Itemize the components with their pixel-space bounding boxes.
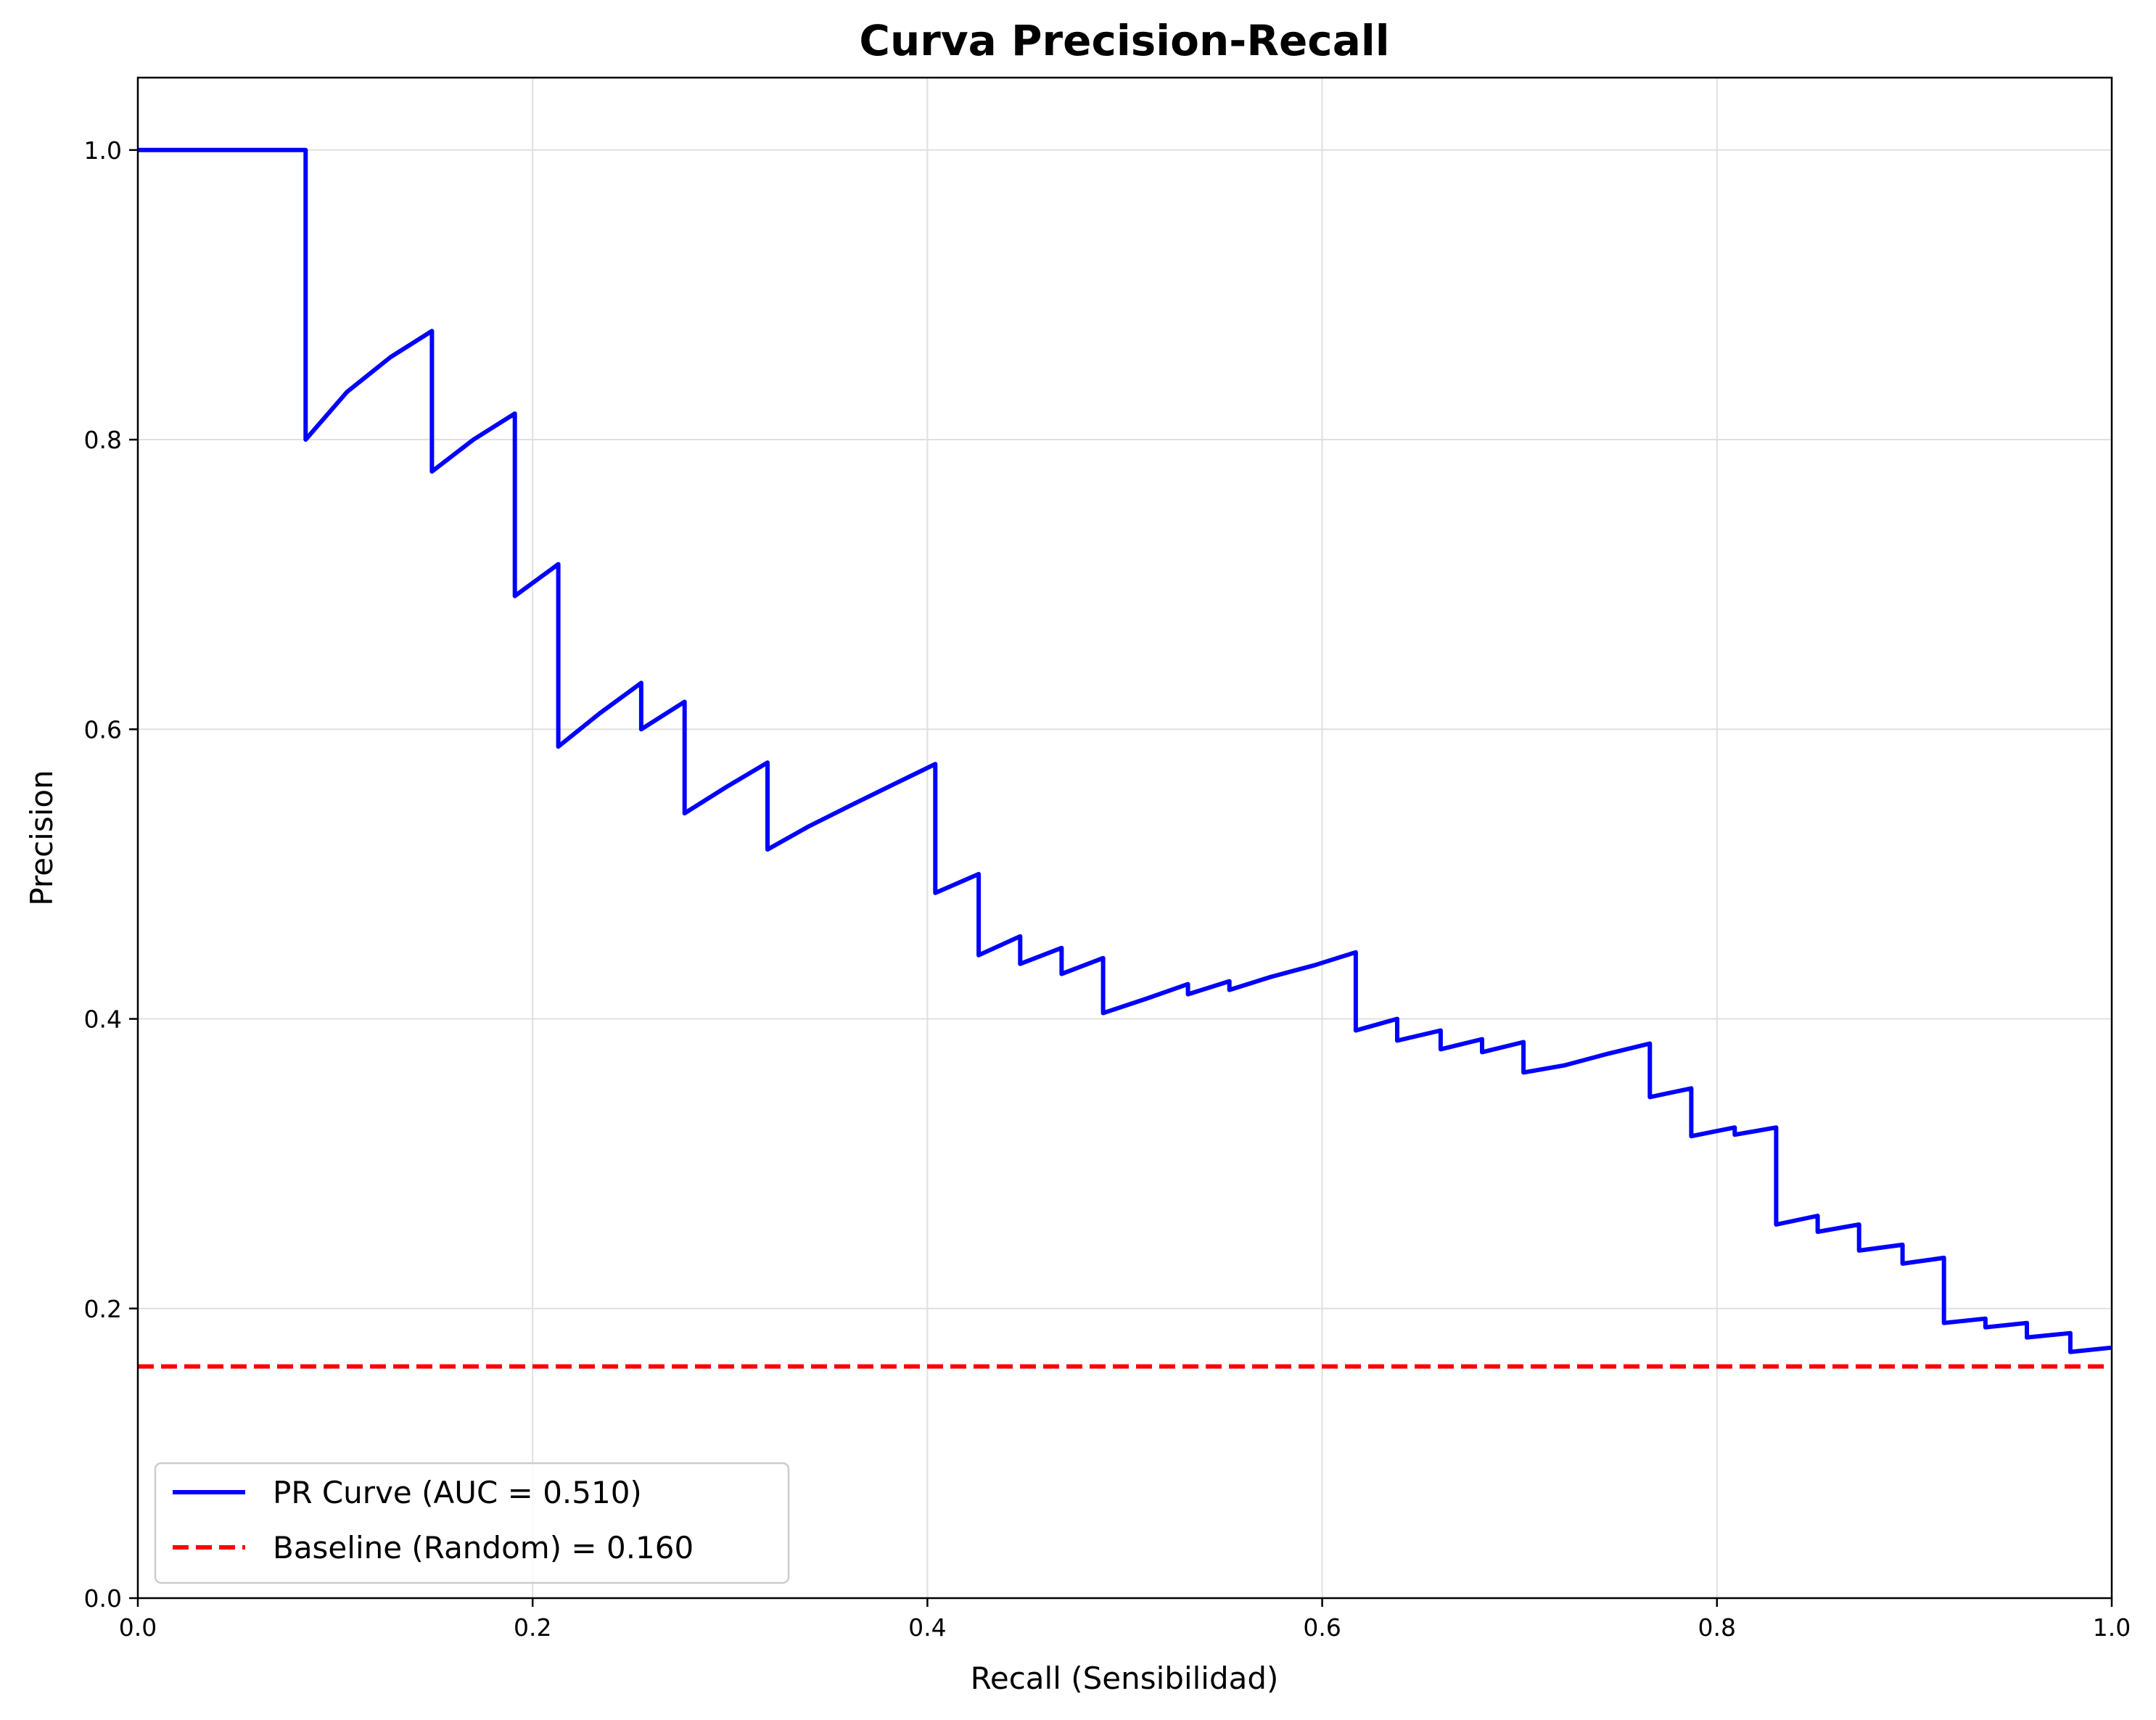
- axis-ticks: 0.0 0.2 0.4 0.6 0.8 1.0 0.0 0.2 0.4 0.6 0.8 1.0: [84, 136, 2131, 1642]
- legend-box: [154, 1462, 790, 1584]
- y-tick-label: 0.0: [84, 1584, 122, 1613]
- chart-title: Curva Precision-Recall: [859, 16, 1389, 65]
- x-axis-label: Recall (Sensibilidad): [971, 1661, 1279, 1696]
- y-axis-label: Precision: [24, 770, 59, 905]
- x-tick-label: 0.8: [1698, 1613, 1736, 1642]
- x-tick-label: 1.0: [2093, 1613, 2131, 1642]
- y-tick-label: 0.6: [84, 715, 122, 744]
- y-tick-label: 0.4: [84, 1005, 122, 1034]
- x-tick-label: 0.6: [1303, 1613, 1341, 1642]
- axes-frame: [136, 76, 2113, 1600]
- x-tick-label: 0.4: [908, 1613, 946, 1642]
- y-tick-label: 0.2: [84, 1295, 122, 1323]
- plot-series: [138, 147, 2112, 1369]
- x-tick-label: 0.2: [514, 1613, 551, 1642]
- y-tick-label: 1.0: [84, 136, 122, 165]
- grid-lines: [138, 78, 2112, 1598]
- pr-curve-line: [138, 147, 2112, 1354]
- y-tick-label: 0.8: [84, 426, 122, 454]
- x-tick-label: 0.0: [119, 1613, 157, 1642]
- legend-label-pr-curve: PR Curve (AUC = 0.510): [273, 1475, 642, 1510]
- legend: PR Curve (AUC = 0.510) Baseline (Random)…: [154, 1462, 790, 1584]
- legend-label-baseline: Baseline (Random) = 0.160: [273, 1530, 694, 1565]
